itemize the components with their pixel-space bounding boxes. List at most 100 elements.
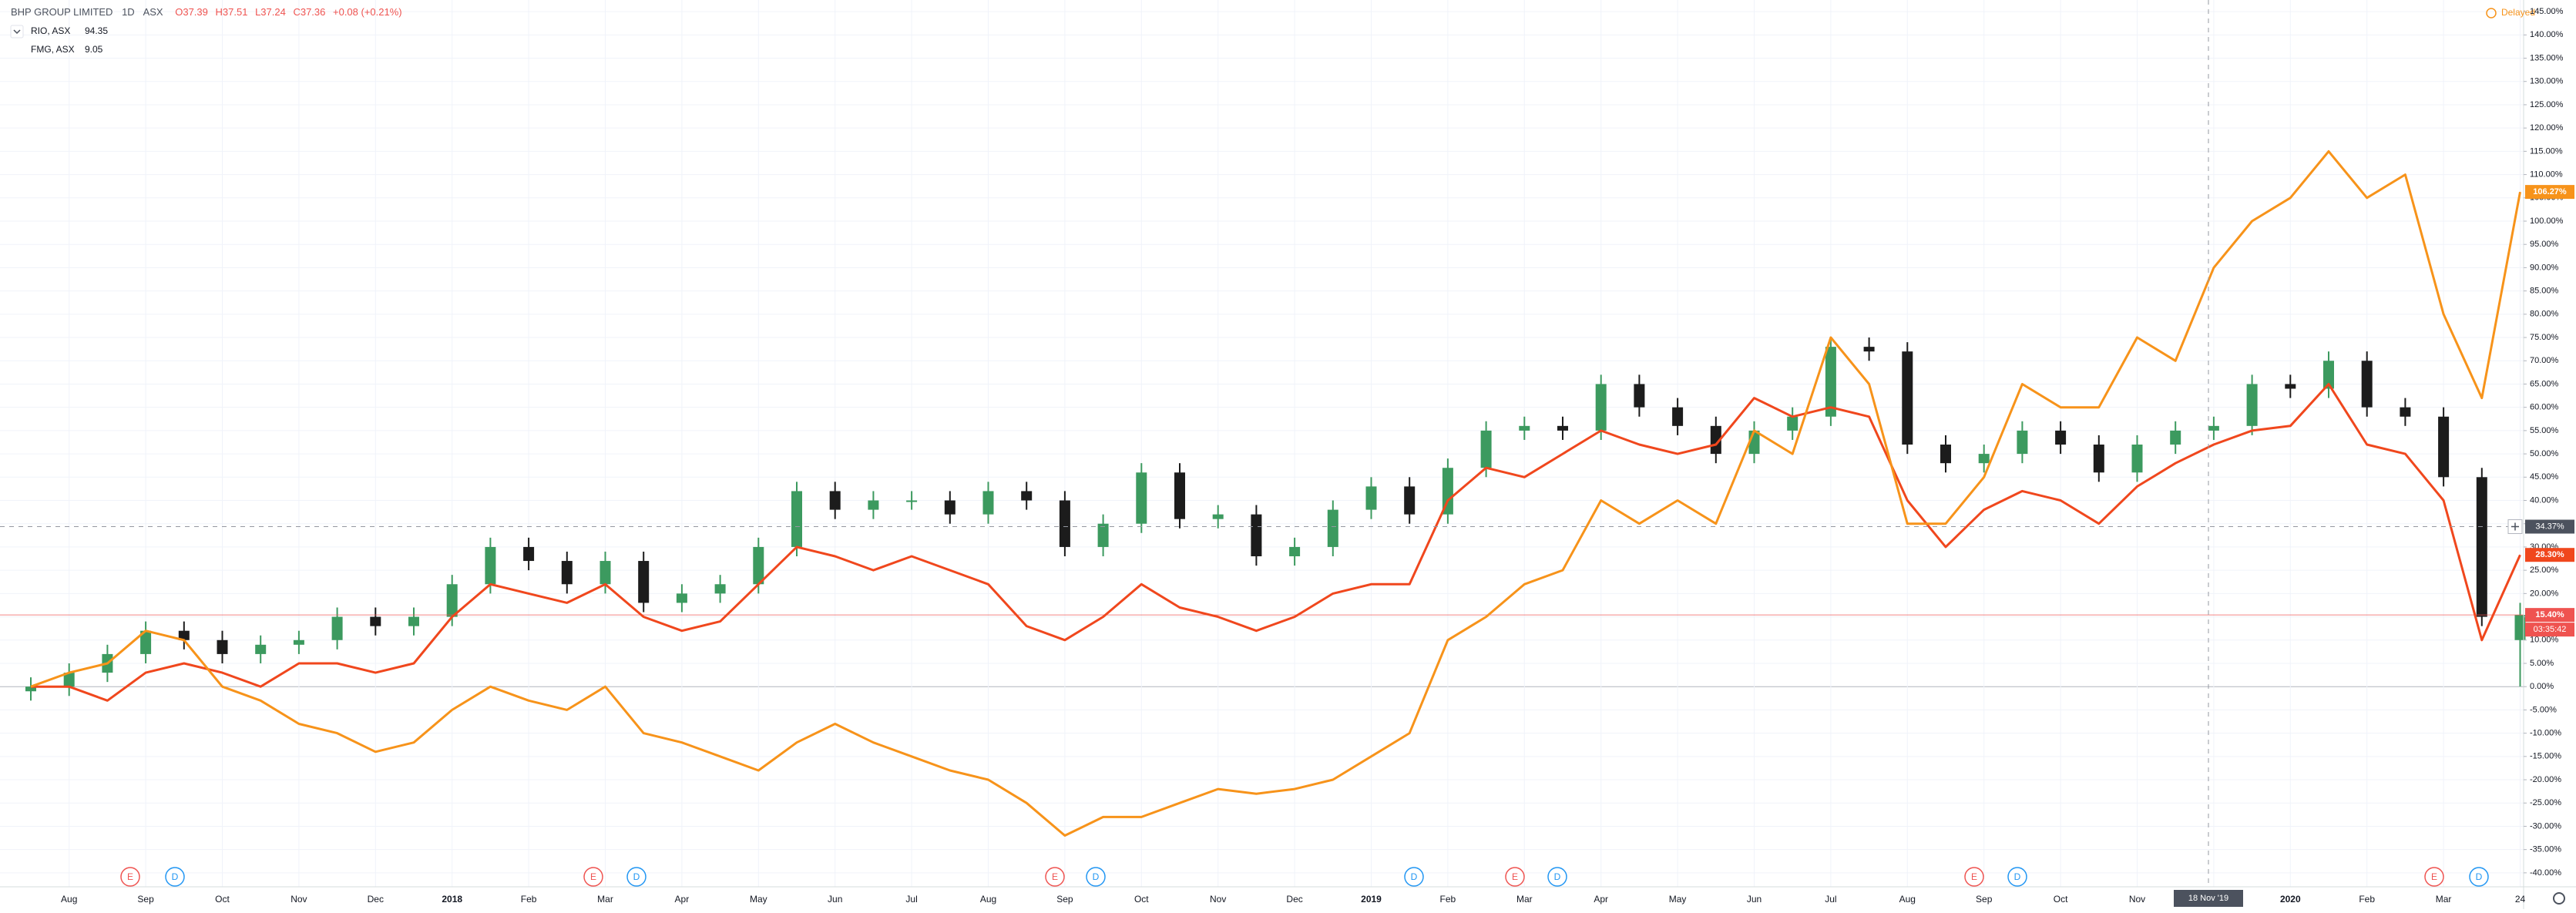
x-tick-label: Jun [828, 894, 842, 905]
event-marker[interactable] [1964, 867, 1984, 887]
candle-body [1940, 445, 1951, 464]
y-tick-label: 135.00% [2530, 53, 2564, 62]
candle-body [1595, 384, 1607, 431]
y-tick-label: 115.00% [2530, 146, 2563, 156]
y-tick-label: 40.00% [2530, 495, 2559, 505]
last-value-label: 28.30% [2535, 550, 2564, 559]
event-label: D [1554, 871, 1561, 882]
candle-body [2285, 384, 2296, 389]
y-tick-label: 45.00% [2530, 472, 2559, 482]
event-label: E [2431, 871, 2437, 882]
event-label: E [1512, 871, 1518, 882]
candle-body [2131, 445, 2143, 473]
event-label: D [1093, 871, 1100, 882]
candle-body [446, 584, 458, 617]
x-tick-label: Nov [1210, 894, 1226, 905]
event-label: D [2014, 871, 2021, 882]
event-marker[interactable] [1547, 867, 1567, 887]
y-tick-label: 85.00% [2530, 287, 2559, 296]
candle-body [829, 491, 841, 510]
candle-body [868, 500, 879, 510]
x-tick-label: Apr [675, 894, 690, 905]
event-marker[interactable] [1045, 867, 1065, 887]
candle-body [2323, 361, 2334, 389]
legend-symbol[interactable]: FMG, ASX [31, 44, 75, 55]
interval[interactable]: 1D [122, 6, 135, 18]
candle-body [1289, 546, 1301, 557]
x-tick-label: Dec [368, 894, 384, 905]
y-tick-label: -20.00% [2530, 775, 2561, 784]
legend-price: 9.05 [85, 44, 103, 55]
plus-icon [2511, 522, 2519, 531]
delayed-status[interactable]: Delayed [2501, 7, 2535, 18]
event-marker[interactable] [2424, 867, 2444, 887]
legend-toggle[interactable] [10, 25, 24, 39]
delayed-icon [2486, 8, 2497, 18]
ohlc-low: L37.24 [255, 6, 286, 18]
event-marker[interactable] [120, 867, 140, 887]
candle-body [753, 546, 764, 585]
x-tick-label: Mar [2436, 894, 2452, 905]
y-tick-label: 75.00% [2530, 333, 2559, 342]
legend-price: 94.35 [85, 25, 108, 36]
y-tick-label: 65.00% [2530, 379, 2559, 388]
candle-body [2400, 407, 2411, 417]
countdown: 03:35:42 [2534, 625, 2567, 634]
candle-body [2170, 430, 2181, 445]
x-tick-label: Aug [1899, 894, 1916, 905]
x-tick-label: Feb [521, 894, 537, 905]
y-tick-label: -25.00% [2530, 798, 2561, 807]
ohlc-change: +0.08 (+0.21%) [333, 6, 402, 18]
candle-body [1327, 509, 1338, 547]
y-tick-label: 80.00% [2530, 310, 2559, 319]
settings-icon[interactable] [2553, 892, 2565, 905]
event-marker[interactable] [1086, 867, 1106, 887]
line-fmg [30, 149, 2521, 837]
x-tick-label: Oct [2054, 894, 2068, 905]
candle-body [293, 639, 304, 645]
candle-body [1442, 468, 1453, 515]
legend-symbol[interactable]: RIO, ASX [31, 25, 70, 36]
event-marker[interactable] [1505, 867, 1525, 887]
x-tick-label: Nov [2129, 894, 2145, 905]
candle-body [63, 673, 75, 687]
x-tick-label: Mar [597, 894, 613, 905]
crosshair-price-bg [2525, 519, 2574, 534]
event-marker[interactable] [2007, 867, 2027, 887]
candle-body [982, 491, 994, 515]
event-marker[interactable] [626, 867, 647, 887]
symbol[interactable]: BHP GROUP LIMITED [11, 6, 113, 18]
candle-body [791, 491, 802, 547]
candle-body [1634, 384, 1645, 408]
event-marker[interactable] [1404, 867, 1424, 887]
candle-body [1978, 454, 1990, 464]
candle-body [1480, 430, 1492, 468]
y-tick-label: 90.00% [2530, 263, 2559, 272]
exchange: ASX [143, 6, 163, 18]
event-marker[interactable] [165, 867, 185, 887]
y-tick-label: 25.00% [2530, 566, 2559, 575]
event-label: E [1971, 871, 1977, 882]
event-marker[interactable] [2469, 867, 2489, 887]
event-marker[interactable] [583, 867, 603, 887]
x-tick-label: May [1669, 894, 1687, 905]
ohlc-high: H37.51 [216, 6, 248, 18]
candle-body [1519, 425, 1530, 431]
x-tick-label: May [750, 894, 767, 905]
chevron-icon [13, 29, 21, 35]
candle-body [1021, 491, 1033, 501]
x-tick-label: Feb [2359, 894, 2375, 905]
y-tick-label: 20.00% [2530, 589, 2559, 598]
y-tick-label: 145.00% [2530, 7, 2564, 16]
grid [0, 0, 2524, 887]
y-tick-label: 5.00% [2530, 659, 2554, 668]
candle-body [1097, 523, 1109, 547]
candle-body [2017, 430, 2028, 455]
x-tick-label: Aug [61, 894, 77, 905]
y-tick-label: -10.00% [2530, 729, 2561, 738]
x-tick-label: 2020 [2280, 894, 2301, 905]
x-tick-label: 2018 [442, 894, 462, 905]
